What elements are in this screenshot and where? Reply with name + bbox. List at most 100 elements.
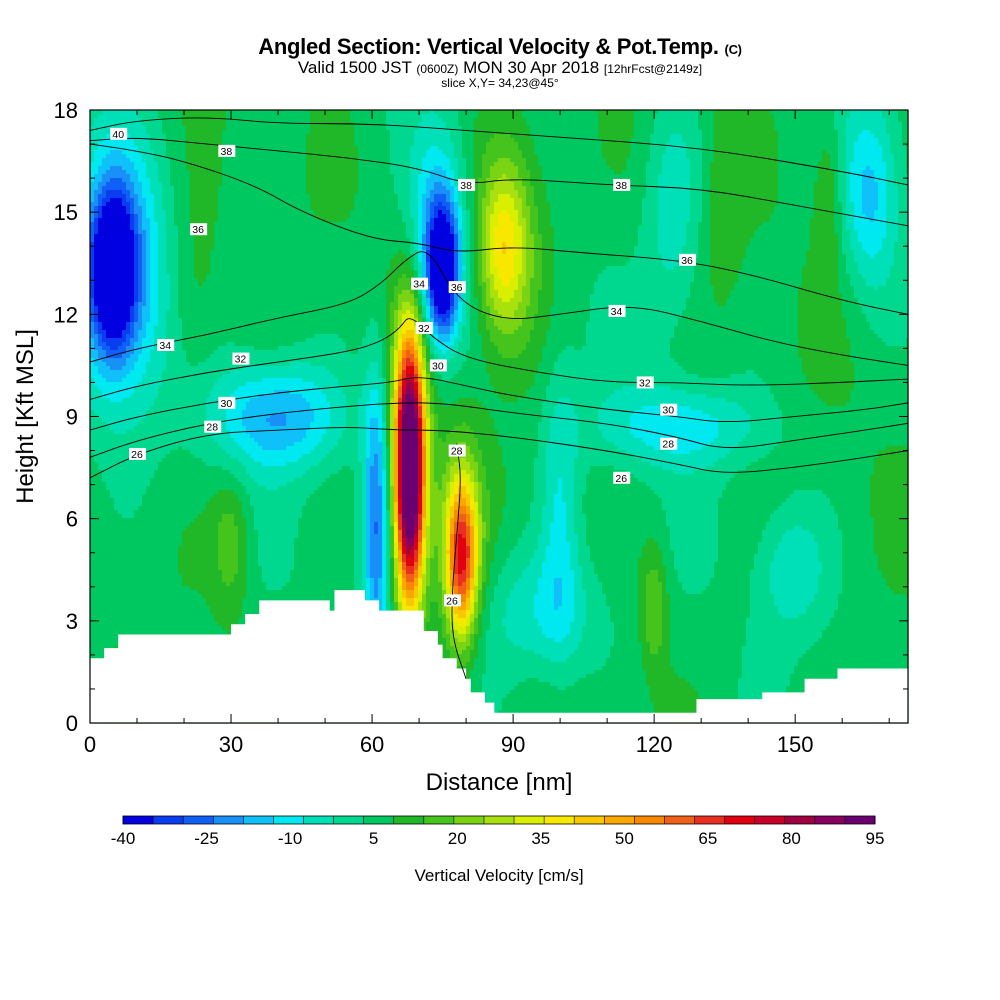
field-cell xyxy=(146,586,151,591)
field-cell xyxy=(198,534,203,539)
field-cell xyxy=(102,490,107,495)
field-cell xyxy=(114,162,119,167)
field-cell xyxy=(126,538,131,543)
field-cell xyxy=(198,306,203,311)
field-cell xyxy=(130,230,135,235)
field-cell xyxy=(194,158,199,163)
field-cell xyxy=(194,494,199,499)
field-cell xyxy=(210,578,215,583)
field-cell xyxy=(178,434,183,439)
field-cell xyxy=(166,598,171,603)
field-cell xyxy=(118,354,123,359)
field-cell xyxy=(178,258,183,263)
field-cell xyxy=(118,602,123,607)
field-cell xyxy=(218,226,223,231)
field-cell xyxy=(218,318,223,323)
field-cell xyxy=(134,262,139,267)
field-cell xyxy=(214,250,219,255)
field-cell xyxy=(106,114,111,119)
field-cell xyxy=(122,218,127,223)
field-cell xyxy=(162,494,167,499)
field-cell xyxy=(118,314,123,319)
field-cell xyxy=(142,442,147,447)
field-cell xyxy=(118,378,123,383)
field-cell xyxy=(146,490,151,495)
field-cell xyxy=(154,362,159,367)
field-cell xyxy=(206,494,211,499)
field-cell xyxy=(106,130,111,135)
field-cell xyxy=(162,274,167,279)
field-cell xyxy=(178,598,183,603)
field-cell xyxy=(138,418,143,423)
field-cell xyxy=(182,554,187,559)
field-cell xyxy=(134,494,139,499)
field-cell xyxy=(126,302,131,307)
field-cell xyxy=(158,358,163,363)
field-cell xyxy=(182,278,187,283)
field-cell xyxy=(110,542,115,547)
field-cell xyxy=(190,290,195,295)
field-cell xyxy=(94,626,99,631)
field-cell xyxy=(202,154,207,159)
field-cell xyxy=(202,250,207,255)
field-cell xyxy=(134,110,139,115)
field-cell xyxy=(138,490,143,495)
field-cell xyxy=(110,194,115,199)
field-cell xyxy=(170,218,175,223)
field-cell xyxy=(90,438,95,443)
field-cell xyxy=(158,518,163,523)
field-cell xyxy=(198,278,203,283)
field-cell xyxy=(118,530,123,535)
field-cell xyxy=(134,410,139,415)
field-cell xyxy=(210,394,215,399)
field-cell xyxy=(110,426,115,431)
field-cell xyxy=(110,482,115,487)
field-cell xyxy=(106,386,111,391)
field-cell xyxy=(182,146,187,151)
field-cell xyxy=(142,418,147,423)
field-cell xyxy=(178,606,183,611)
field-cell xyxy=(114,510,119,515)
field-cell xyxy=(182,134,187,139)
field-cell xyxy=(134,242,139,247)
field-cell xyxy=(178,590,183,595)
field-cell xyxy=(106,182,111,187)
field-cell xyxy=(134,586,139,591)
field-cell xyxy=(194,250,199,255)
field-cell xyxy=(94,226,99,231)
field-cell xyxy=(158,450,163,455)
field-cell xyxy=(214,594,219,599)
field-cell xyxy=(178,446,183,451)
field-cell xyxy=(122,254,127,259)
field-cell xyxy=(166,198,171,203)
field-cell xyxy=(126,502,131,507)
field-cell xyxy=(182,170,187,175)
field-cell xyxy=(206,246,211,251)
field-cell xyxy=(218,190,223,195)
field-cell xyxy=(146,286,151,291)
field-cell xyxy=(122,342,127,347)
field-cell xyxy=(126,566,131,571)
field-cell xyxy=(110,342,115,347)
field-cell xyxy=(94,478,99,483)
field-cell xyxy=(94,250,99,255)
field-cell xyxy=(194,394,199,399)
field-cell xyxy=(142,182,147,187)
field-cell xyxy=(146,322,151,327)
field-cell xyxy=(94,290,99,295)
field-cell xyxy=(106,566,111,571)
field-cell xyxy=(146,374,151,379)
field-cell xyxy=(150,126,155,131)
field-cell xyxy=(194,486,199,491)
field-cell xyxy=(146,350,151,355)
field-cell xyxy=(130,390,135,395)
field-cell xyxy=(170,414,175,419)
field-cell xyxy=(166,262,171,267)
field-cell xyxy=(202,158,207,163)
field-cell xyxy=(202,146,207,151)
field-cell xyxy=(118,150,123,155)
field-cell xyxy=(206,466,211,471)
field-cell xyxy=(182,354,187,359)
field-cell xyxy=(170,306,175,311)
field-cell xyxy=(90,362,95,367)
